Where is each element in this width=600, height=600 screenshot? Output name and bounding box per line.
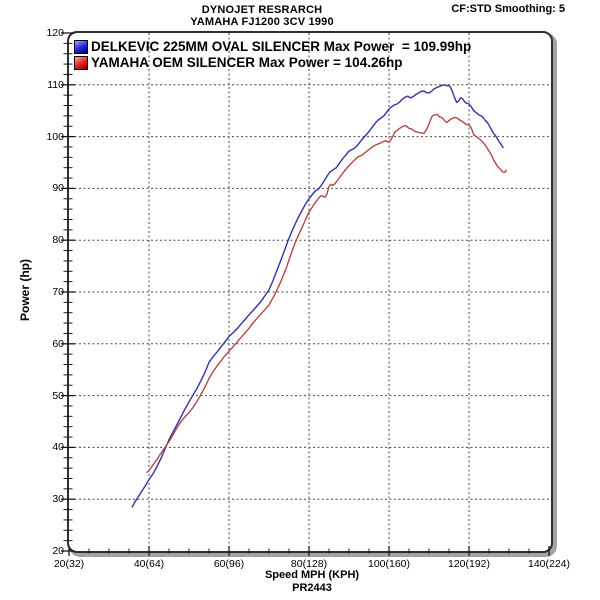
y-tick-label: 70 [52,286,64,298]
y-tick-label: 20 [52,545,64,557]
legend: DELKEVIC 225MM OVAL SILENCER Max Power =… [74,39,471,71]
y-tick-label: 60 [52,337,64,350]
legend-label-delkevic: DELKEVIC 225MM OVAL SILENCER Max Power =… [91,39,472,54]
y-tick-label: 80 [52,234,64,247]
smoothing-status: CF:STD Smoothing: 5 [451,3,565,15]
x-axis-title: Speed MPH (KPH) [264,569,360,581]
x-tick-label: 100(160) [367,558,411,570]
y-tick-label: 120 [46,27,64,39]
x-tick-label: 40(64) [133,558,165,570]
legend-item-delkevic: DELKEVIC 225MM OVAL SILENCER Max Power =… [74,39,471,54]
y-tick-label: 110 [47,78,64,91]
x-tick-label: 80(128) [290,558,328,570]
y-tick-label: 100 [46,130,64,143]
x-tick-label: 20(32) [53,558,85,570]
legend-swatch-red [74,55,88,70]
run-id: PR2443 [292,582,332,594]
legend-item-oem: YAMAHA OEM SILENCER Max Power = 104.26hp [74,55,471,70]
page-subtitle: YAMAHA FJ1200 3CV 1990 [190,16,334,28]
y-tick-label: 50 [52,389,64,402]
plot-area [67,31,553,553]
y-tick-label: 40 [52,441,64,454]
x-tick-label: 120(192) [447,558,491,570]
x-tick-label: 60(96) [213,558,245,570]
page-title: DYNOJET RESRARCH [201,4,323,16]
x-tick-label: 140(224) [527,558,571,570]
legend-swatch-blue [74,39,88,54]
y-tick-label: 90 [52,182,64,195]
legend-label-oem: YAMAHA OEM SILENCER Max Power = 104.26hp [91,55,403,70]
y-tick-label: 30 [52,493,64,506]
